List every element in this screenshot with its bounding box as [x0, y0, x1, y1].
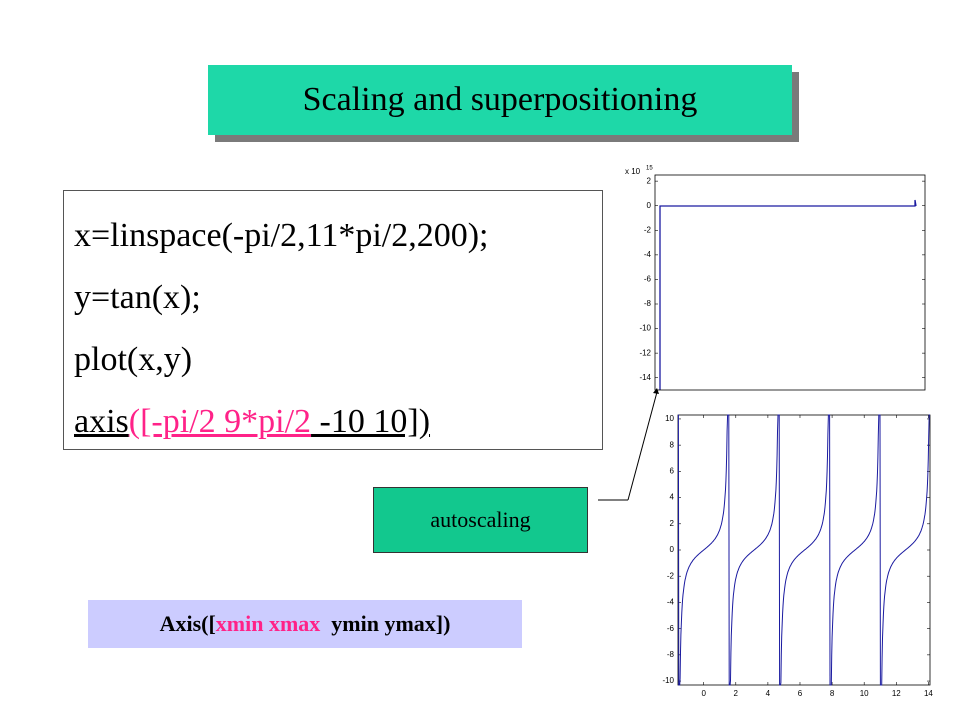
autoscaled-curve — [659, 199, 917, 390]
y-tick-label: -10 — [662, 676, 674, 685]
code-line: x=linspace(-pi/2,11*pi/2,200); — [74, 205, 592, 267]
title-box: Scaling and superpositioning — [208, 65, 792, 135]
text-segment: ymin ymax]) — [320, 611, 451, 636]
x-tick-label: 10 — [860, 689, 869, 698]
y-tick-label: -8 — [667, 650, 675, 659]
y-tick-label: 8 — [670, 440, 675, 449]
y-tick-label: 0 — [647, 201, 652, 210]
x-tick-label: 4 — [766, 689, 771, 698]
exponent-label: x 10 — [625, 167, 641, 176]
y-tick-label: -6 — [667, 624, 675, 633]
y-tick-label: 6 — [670, 466, 675, 475]
y-tick-label: 2 — [647, 176, 652, 185]
x-tick-label: 6 — [798, 689, 803, 698]
callout: autoscaling — [430, 507, 531, 532]
y-tick-label: -14 — [639, 373, 651, 382]
x-tick-label: 14 — [924, 689, 933, 698]
text-segment: -10 10]) — [311, 403, 431, 440]
code-line: axis([-pi/2 9*pi/2 -10 10]) — [74, 391, 592, 453]
callout-box: autoscaling — [373, 487, 588, 553]
x-tick-label: 0 — [701, 689, 706, 698]
title: Scaling and superpositioning — [302, 81, 698, 118]
code-line: plot(x,y) — [74, 329, 592, 391]
y-tick-label: -4 — [644, 250, 652, 259]
plot-frame — [654, 174, 926, 391]
x-tick-label: 12 — [892, 689, 901, 698]
y-tick-label: -2 — [667, 571, 675, 580]
text-segment: y=tan(x); — [74, 279, 201, 316]
code-box: x=linspace(-pi/2,11*pi/2,200); y=tan(x); p… — [63, 190, 603, 450]
arrow-head — [653, 388, 659, 394]
syntax-box: Axis([xmin xmax ymin ymax]) — [88, 600, 522, 648]
x-tick-label: 8 — [830, 689, 835, 698]
text-segment: plot(x,y) — [74, 341, 193, 378]
tan-curve — [677, 414, 930, 686]
x-tick-label: 2 — [734, 689, 739, 698]
text-segment: ([-pi/2 9*pi/2 — [128, 403, 312, 440]
y-tick-label: 4 — [670, 493, 675, 502]
y-tick-label: 10 — [665, 414, 674, 423]
y-tick-label: -2 — [644, 225, 652, 234]
callout-arrow — [627, 391, 658, 501]
y-tick-label: -8 — [644, 299, 652, 308]
y-tick-label: -10 — [639, 324, 651, 333]
text-segment: xmin xmax — [215, 611, 321, 636]
y-tick-label: -6 — [644, 275, 652, 284]
y-tick-label: -12 — [639, 348, 651, 357]
code-line: y=tan(x); — [74, 267, 592, 329]
text-segment: axis — [74, 403, 129, 440]
y-tick-label: -4 — [667, 598, 675, 607]
text-segment: x=linspace(-pi/2,11*pi/2,200); — [74, 217, 489, 254]
text-segment: Axis([ — [159, 611, 216, 636]
exponent: 15 — [646, 166, 653, 172]
y-tick-label: 0 — [670, 545, 675, 554]
y-tick-label: 2 — [670, 519, 675, 528]
